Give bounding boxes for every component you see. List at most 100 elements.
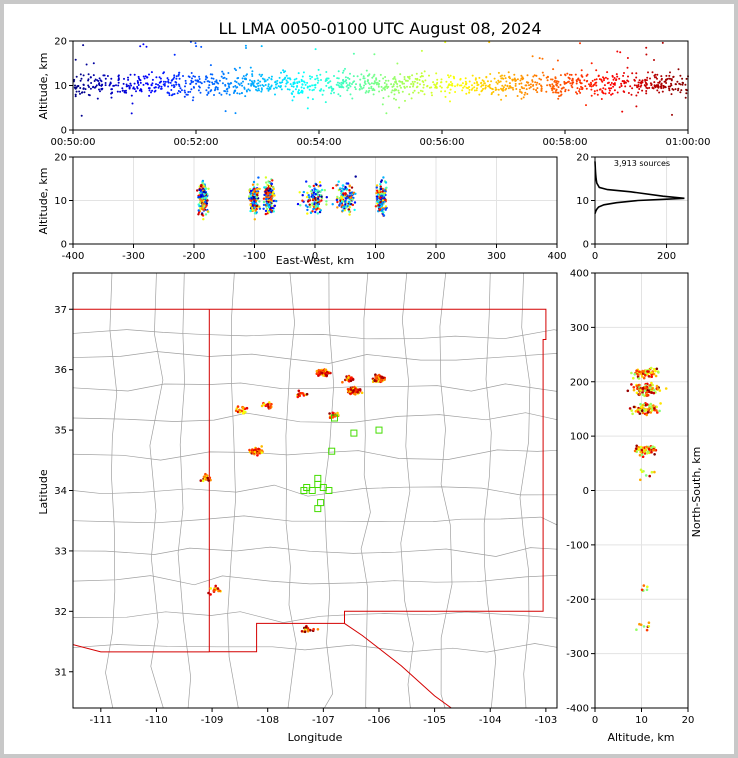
- time-altitude-point: [297, 72, 300, 75]
- time-altitude-point: [520, 74, 523, 77]
- north-south-point: [636, 387, 639, 391]
- map-point: [199, 479, 203, 482]
- time-altitude-point: [430, 86, 433, 89]
- north-south-point: [633, 373, 637, 376]
- east-west-point: [197, 213, 200, 216]
- station-marker: [325, 487, 333, 494]
- east-west-point: [200, 213, 204, 216]
- east-west-xtick-label: 200: [426, 251, 445, 262]
- time-altitude-point: [345, 85, 348, 88]
- map-xtick-label: -110: [145, 715, 168, 726]
- north-south-point: [655, 405, 658, 409]
- time-altitude-point: [382, 97, 385, 99]
- time-altitude-point: [497, 71, 500, 74]
- time-altitude-point: [290, 85, 293, 88]
- east-west-point: [380, 209, 384, 212]
- time-altitude-point: [259, 80, 262, 83]
- east-west-point: [335, 198, 339, 202]
- time-altitude-point: [571, 77, 574, 80]
- north-south-point: [651, 383, 654, 387]
- time-altitude-point: [137, 84, 140, 86]
- north-south-point: [638, 412, 642, 415]
- histogram-ytick-label: 0: [583, 240, 589, 251]
- time-altitude-point: [464, 77, 467, 80]
- north-south-point: [650, 371, 653, 374]
- east-west-point: [351, 203, 355, 207]
- east-west-point: [336, 206, 339, 209]
- time-altitude-point: [133, 88, 136, 90]
- time-altitude-point: [222, 77, 225, 80]
- time-altitude-point: [110, 96, 113, 99]
- time-altitude-point: [179, 87, 182, 90]
- time-altitude-point: [660, 83, 663, 86]
- histogram-xtick-label: 200: [657, 251, 676, 262]
- time-altitude-point: [200, 45, 203, 48]
- east-west-point: [265, 207, 269, 211]
- east-west-point: [255, 195, 258, 199]
- time-altitude-point: [148, 89, 151, 92]
- map-point: [260, 404, 264, 408]
- east-west-point: [354, 192, 357, 195]
- time-altitude-point: [661, 90, 664, 93]
- east-west-point: [341, 209, 344, 212]
- time-altitude-point: [250, 83, 253, 86]
- time-altitude-point: [268, 86, 271, 89]
- time-altitude-point: [89, 87, 92, 90]
- north-south-point: [650, 373, 653, 376]
- east-west-point: [265, 196, 268, 199]
- time-altitude-point: [160, 87, 163, 90]
- time-altitude-point: [461, 82, 464, 85]
- time-altitude-point: [137, 75, 140, 78]
- east-west-point: [338, 187, 342, 190]
- time-altitude-point: [668, 89, 671, 92]
- time-altitude-point: [639, 81, 642, 84]
- time-altitude-point: [260, 87, 263, 90]
- time-altitude-point: [404, 99, 406, 102]
- time-altitude-point: [422, 83, 425, 86]
- map-point: [341, 380, 344, 384]
- time-altitude-point: [393, 97, 395, 100]
- county-line: [73, 449, 557, 461]
- time-altitude-point: [373, 80, 376, 83]
- time-altitude-point: [150, 84, 153, 86]
- map-point: [328, 412, 331, 415]
- north-south-point: [630, 383, 633, 386]
- time-altitude-point: [278, 76, 281, 79]
- time-altitude-point: [401, 81, 404, 84]
- time-altitude-point: [447, 74, 449, 77]
- time-altitude-point: [644, 79, 647, 82]
- time-altitude-point: [630, 93, 633, 96]
- time-altitude-point: [259, 84, 262, 87]
- time-altitude-point: [626, 57, 629, 59]
- east-west-point: [202, 190, 206, 193]
- time-altitude-point: [263, 80, 266, 83]
- east-west-point: [338, 204, 341, 207]
- time-altitude-point: [167, 78, 170, 81]
- time-altitude-point: [465, 92, 468, 95]
- time-altitude-point: [345, 79, 348, 82]
- time-altitude-point: [493, 77, 496, 80]
- time-altitude-point: [555, 81, 558, 84]
- time-altitude-point: [335, 83, 338, 86]
- east-west-point: [265, 202, 269, 205]
- east-west-point: [258, 205, 261, 208]
- time-altitude-point: [497, 93, 500, 96]
- east-west-point: [204, 200, 207, 203]
- time-altitude-point: [679, 91, 682, 94]
- east-west-point: [344, 185, 347, 189]
- time-altitude-point: [453, 76, 455, 79]
- time-altitude-point: [556, 91, 558, 94]
- map-xtick-label: -104: [479, 715, 502, 726]
- time-altitude-point: [552, 91, 555, 94]
- time-altitude-point: [523, 93, 526, 96]
- time-altitude-point: [184, 91, 187, 94]
- time-altitude-point: [645, 90, 648, 92]
- time-altitude-point: [94, 78, 97, 81]
- map-point: [345, 378, 349, 382]
- map-xtick-label: -105: [423, 715, 446, 726]
- time-altitude-point: [280, 88, 283, 91]
- time-altitude-point: [220, 75, 223, 78]
- time-altitude-point: [645, 79, 648, 82]
- east-west-point: [336, 195, 339, 199]
- east-west-point: [298, 191, 301, 194]
